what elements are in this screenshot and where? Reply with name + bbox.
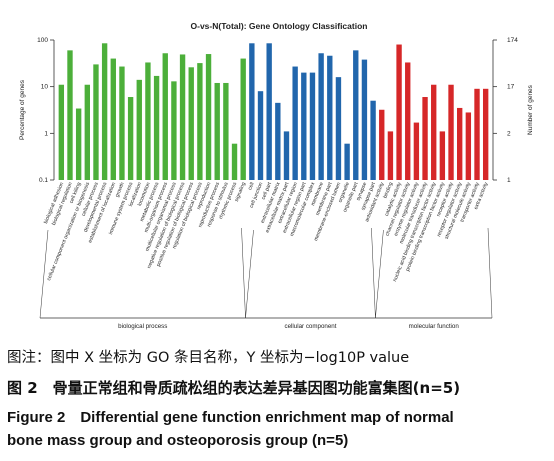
y-tick-label-left: 100 <box>37 37 48 44</box>
bar <box>370 100 376 180</box>
y-axis-label-left: Percentage of genes <box>19 79 26 140</box>
bar <box>101 43 108 180</box>
bar <box>266 43 272 180</box>
group-bracket-edge <box>375 229 384 319</box>
bar <box>223 82 229 180</box>
bar <box>439 131 446 180</box>
bar <box>318 53 324 181</box>
group-bracket-edge <box>487 227 493 319</box>
bar <box>84 84 90 180</box>
group-bracket-edge <box>241 227 246 319</box>
bar <box>292 66 298 180</box>
y-tick-label-right: 1 <box>507 177 511 184</box>
y-tick-label-right: 2 <box>507 130 511 137</box>
bar <box>457 107 463 180</box>
bar <box>344 143 350 180</box>
bar <box>171 81 177 180</box>
caption-title-en-2: bone mass group and osteoporosis group (… <box>7 432 349 449</box>
bar <box>127 97 134 180</box>
bar <box>162 53 168 181</box>
bar <box>119 66 125 180</box>
bar <box>275 102 281 180</box>
bars <box>58 43 489 181</box>
y-tick-label-left: 0.1 <box>39 177 48 184</box>
bar <box>231 143 238 180</box>
bar <box>145 62 151 181</box>
bar <box>58 84 65 180</box>
y-axis-label-right: Number of genes <box>527 84 534 135</box>
group-label: molecular function <box>409 323 460 330</box>
bar <box>249 43 255 180</box>
bar <box>335 77 342 180</box>
group-label: cellular component <box>285 323 337 330</box>
bar <box>353 50 359 181</box>
bar <box>405 62 411 181</box>
bar <box>327 55 333 180</box>
axes: 100 174 10 17 1 2 0.1 1 <box>37 37 518 184</box>
bar <box>136 79 142 180</box>
y-tick-label-right: 174 <box>507 37 518 44</box>
caption-title-en-1: Figure 2 Differential gene function enri… <box>7 409 454 426</box>
group-label: biological process <box>118 323 167 330</box>
bar <box>283 131 290 180</box>
y-tick-label-left: 1 <box>44 130 48 137</box>
bar <box>153 75 160 180</box>
bar <box>482 88 489 180</box>
bar <box>474 88 480 180</box>
group-bracket-edge <box>371 227 376 319</box>
bar <box>205 54 212 180</box>
x-tick-label: cell <box>247 182 255 191</box>
bar <box>93 64 99 180</box>
bar <box>309 72 316 180</box>
bar <box>110 58 116 180</box>
x-tick-label: binding <box>382 181 394 199</box>
category-groups: biological process cellular component mole… <box>39 227 493 330</box>
bar <box>197 63 203 180</box>
bar <box>413 122 420 180</box>
bar <box>379 109 385 180</box>
bar <box>301 72 307 180</box>
bar <box>431 84 437 180</box>
bar <box>188 67 194 180</box>
bar <box>422 97 428 180</box>
bar <box>448 84 454 180</box>
bar <box>361 59 368 180</box>
bar <box>214 82 220 180</box>
bar <box>257 91 264 180</box>
bar <box>387 131 394 180</box>
caption-note: 图注：图中 X 坐标为 GO 条目名称，Y 坐标为−log10P value <box>7 350 410 366</box>
group-bracket-edge <box>245 229 254 319</box>
bar <box>240 58 246 180</box>
bar <box>75 108 82 180</box>
x-tick-label: growth <box>114 181 125 198</box>
bar <box>179 54 186 180</box>
group-bracket-edge <box>39 229 49 319</box>
caption-title-cn: 图 2 骨量正常组和骨质疏松组的表达差异基因图功能富集图(n=5) <box>7 379 461 397</box>
go-classification-chart: O-vs-N(Total): Gene Ontology Classificat… <box>19 21 534 330</box>
chart-title: O-vs-N(Total): Gene Ontology Classificat… <box>191 21 368 31</box>
y-tick-label-right: 17 <box>507 84 515 91</box>
bar <box>465 112 472 180</box>
y-tick-label-left: 10 <box>41 84 49 91</box>
bar <box>67 50 73 181</box>
bar <box>396 44 402 181</box>
